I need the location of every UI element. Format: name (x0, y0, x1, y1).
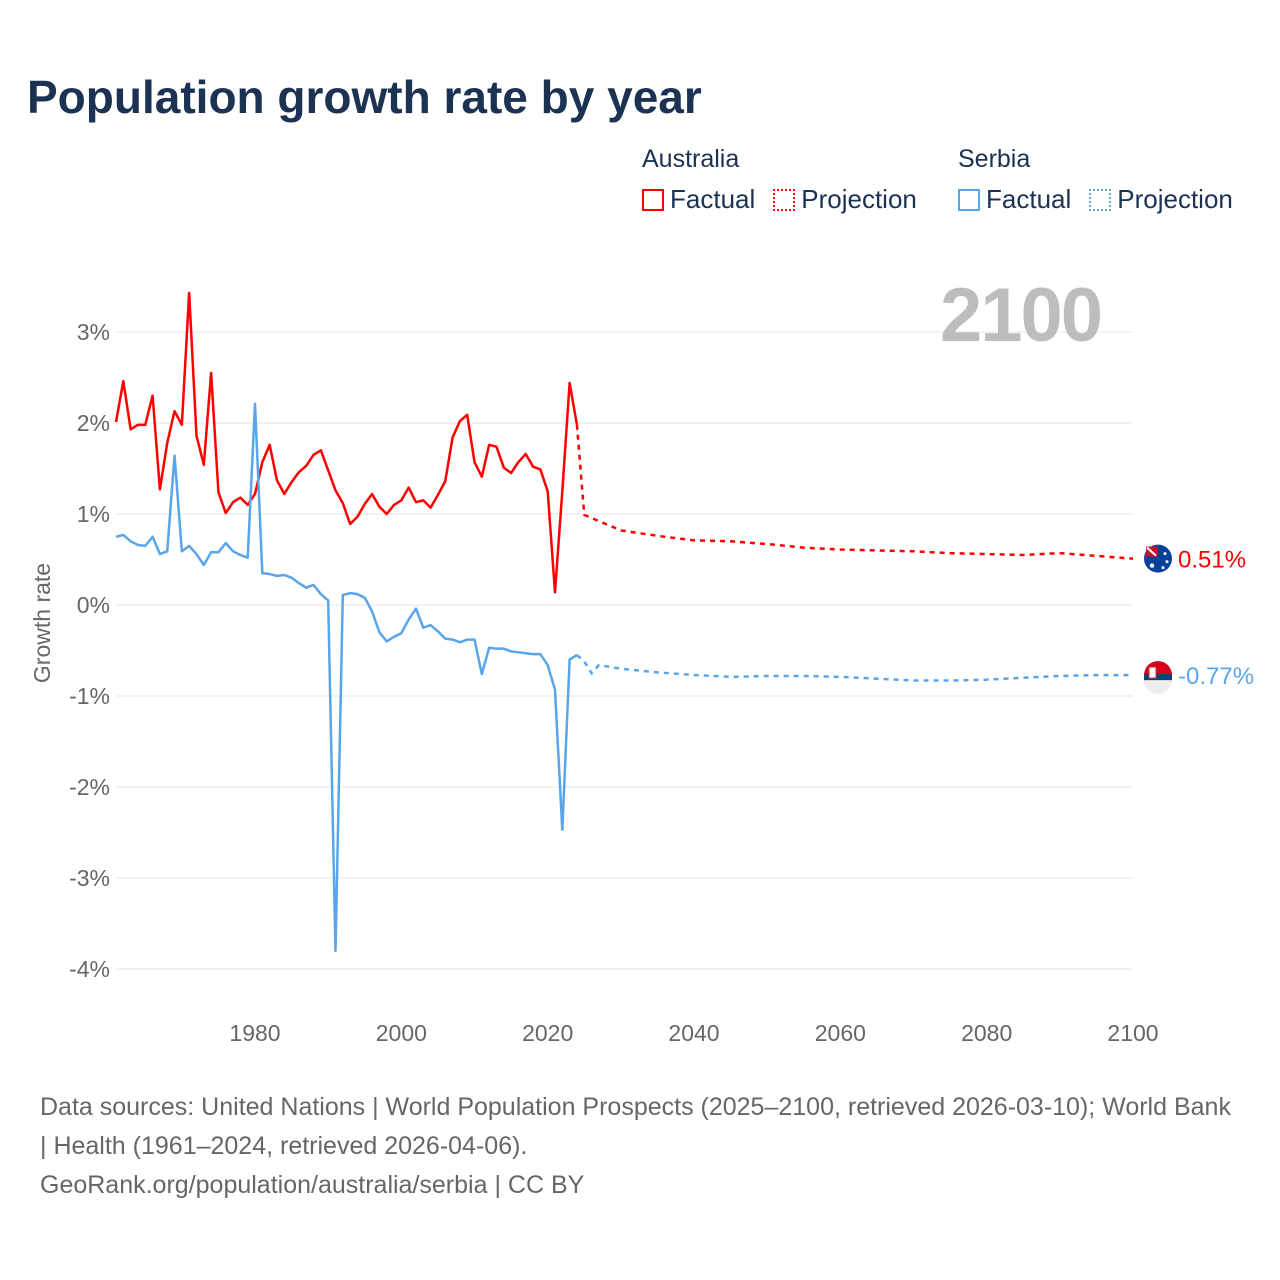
x-tick-label: 2040 (668, 1020, 719, 1046)
y-axis-label: Growth rate (29, 563, 55, 683)
end-value-label: -0.77% (1178, 663, 1254, 690)
y-tick-label: -3% (69, 865, 110, 891)
dotted-swatch-icon (1089, 188, 1112, 211)
legend-factual[interactable]: Factual (642, 184, 755, 215)
data-sources: Data sources: United Nations | World Pop… (40, 1093, 1231, 1160)
legend-label: Projection (1117, 184, 1233, 214)
legend-factual[interactable]: Factual (958, 184, 1071, 215)
flag-stripe (1144, 680, 1172, 695)
legend-australia: Australia Factual Projection (642, 145, 917, 215)
legend-label: Factual (670, 184, 756, 214)
flag-cross (1146, 546, 1157, 557)
legend-label: Factual (986, 184, 1072, 214)
factual-line-serbia (115, 402, 578, 953)
flag-star (1163, 552, 1167, 556)
x-tick-label: 1980 (229, 1020, 280, 1046)
legend-country: Serbia (958, 145, 1031, 173)
x-tick-label: 2020 (522, 1020, 573, 1046)
y-tick-label: 0% (77, 592, 110, 618)
y-tick-label: 3% (77, 319, 110, 345)
end-value-label: 0.51% (1178, 547, 1246, 574)
serbia-flag-icon (1144, 661, 1172, 676)
flag-stripe (1144, 674, 1172, 683)
current-year-label: 2100 (940, 273, 1103, 358)
solid-swatch-icon (642, 188, 664, 211)
chart-title: Population growth rate by year (27, 71, 702, 123)
flag-star (1165, 560, 1169, 564)
flag-coat-of-arms (1148, 666, 1157, 679)
flag-star (1161, 566, 1165, 570)
legend-serbia: Serbia Factual Projection (958, 145, 1233, 215)
y-tick-label: 2% (77, 410, 110, 436)
x-tick-label: 2000 (376, 1020, 427, 1046)
x-tick-label: 2100 (1107, 1020, 1158, 1046)
footer: Data sources: United Nations | World Pop… (40, 1088, 1240, 1205)
credit-link[interactable]: GeoRank.org/population/australia/serbia … (40, 1171, 585, 1199)
legend-label: Projection (801, 184, 917, 214)
line-chart: 3% 2% 1% 0% -1% -2% -3% -4% 1980 2000 2020 2040 2060… (29, 291, 1254, 1046)
y-tick-label: -4% (69, 956, 110, 982)
y-tick-label: -2% (69, 774, 110, 800)
flag-star (1149, 563, 1155, 568)
x-tick-label: 2060 (815, 1020, 866, 1046)
factual-line-australia (114, 291, 579, 594)
y-tick-label: 1% (77, 501, 110, 527)
x-tick-label: 2080 (961, 1020, 1012, 1046)
legend-projection[interactable]: Projection (773, 184, 917, 215)
legend-country: Australia (642, 145, 740, 173)
dotted-swatch-icon (773, 188, 796, 211)
legend-projection[interactable]: Projection (1089, 184, 1233, 215)
solid-swatch-icon (958, 188, 980, 211)
projection-line-serbia (576, 654, 1133, 682)
y-tick-label: -1% (69, 683, 110, 709)
projection-line-australia (575, 424, 1134, 560)
